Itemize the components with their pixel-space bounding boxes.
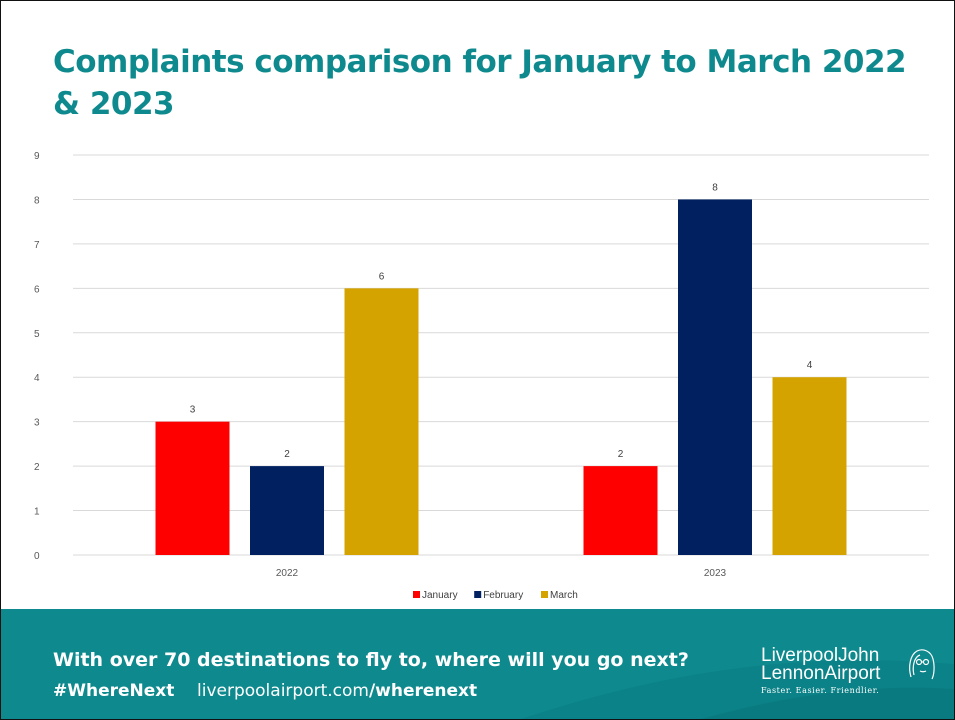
- footer-wave-decoration: [521, 660, 954, 719]
- data-label: 6: [379, 271, 385, 282]
- bar-chart: 0 1 2 3 4 5 6 7 8 9 3 2 6 2022 2 8 4 2023 January February M…: [34, 151, 929, 601]
- footer-banner: With over 70 destinations to fly to, whe…: [1, 609, 954, 719]
- website-path: /wherenext: [368, 681, 478, 701]
- y-tick-label: 1: [34, 507, 40, 518]
- legend-swatch: [474, 591, 482, 598]
- y-tick-label: 9: [34, 151, 40, 162]
- data-label: 3: [190, 405, 196, 416]
- legend-swatch: [413, 591, 420, 598]
- legend-label: January: [422, 590, 458, 601]
- logo-line-2: LennonAirport: [761, 663, 881, 684]
- data-label: 8: [712, 182, 718, 193]
- lennon-portrait-icon: [909, 649, 935, 680]
- website-domain: liverpoolairport.com: [197, 681, 369, 701]
- x-tick-label: 2023: [704, 568, 727, 579]
- bar: [772, 377, 847, 555]
- y-tick-label: 8: [34, 195, 40, 206]
- bar: [678, 199, 752, 555]
- bar: [583, 466, 658, 555]
- y-tick-label: 6: [34, 284, 40, 295]
- legend-label: March: [550, 590, 578, 601]
- y-tick-label: 2: [34, 462, 40, 473]
- hashtag-text: #WhereNext: [53, 681, 175, 701]
- y-tick-label: 5: [34, 329, 40, 340]
- airport-logo: LiverpoolJohn LennonAirport Faster. Easi…: [761, 645, 941, 707]
- y-tick-label: 7: [34, 240, 40, 251]
- slide-title: Complaints comparison for January to Mar…: [53, 44, 907, 122]
- data-label: 2: [618, 449, 624, 460]
- y-tick-label: 4: [34, 373, 40, 384]
- promo-text: With over 70 destinations to fly to, whe…: [53, 649, 689, 671]
- legend-swatch: [541, 591, 548, 598]
- bar: [155, 421, 230, 555]
- y-tick-label: 0: [34, 551, 40, 562]
- legend-label: February: [483, 590, 523, 601]
- bar: [250, 466, 324, 555]
- y-tick-label: 3: [34, 418, 40, 429]
- data-label: 2: [284, 449, 290, 460]
- data-label: 4: [807, 360, 813, 371]
- bar: [344, 288, 419, 555]
- logo-tagline: Faster. Easier. Friendlier.: [761, 686, 880, 695]
- x-tick-label: 2022: [276, 568, 299, 579]
- website-link[interactable]: liverpoolairport.com/wherenext: [197, 681, 477, 701]
- logo-line-1: LiverpoolJohn: [761, 645, 880, 666]
